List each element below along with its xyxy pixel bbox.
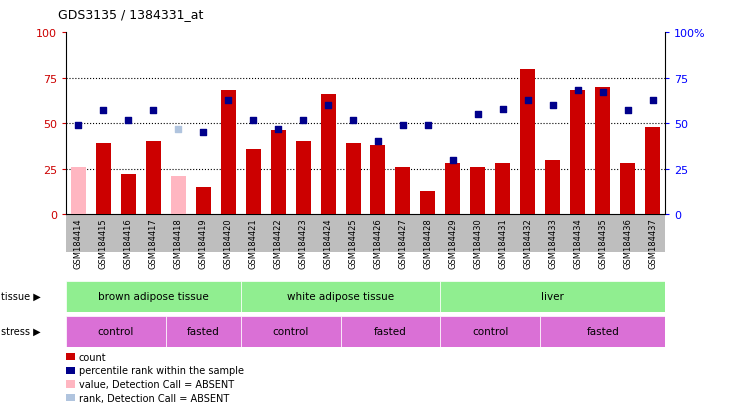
Point xyxy=(322,102,334,109)
Bar xyxy=(66,316,166,347)
Text: count: count xyxy=(79,352,107,362)
Bar xyxy=(246,150,260,215)
Bar xyxy=(471,168,485,215)
Point xyxy=(222,97,234,104)
Bar xyxy=(341,316,440,347)
Point xyxy=(547,102,558,109)
Text: value, Detection Call = ABSENT: value, Detection Call = ABSENT xyxy=(79,379,234,389)
Text: percentile rank within the sample: percentile rank within the sample xyxy=(79,366,244,375)
Bar xyxy=(66,281,240,312)
Bar xyxy=(240,316,341,347)
Point xyxy=(148,108,159,114)
Text: control: control xyxy=(472,326,509,337)
Bar xyxy=(595,88,610,215)
Text: fasted: fasted xyxy=(374,326,407,337)
Point xyxy=(422,122,433,129)
Text: fasted: fasted xyxy=(586,326,619,337)
Bar xyxy=(270,131,286,215)
Bar xyxy=(570,91,586,215)
Bar xyxy=(645,128,660,215)
Bar xyxy=(320,95,336,215)
Bar xyxy=(170,177,186,215)
Bar xyxy=(440,281,665,312)
Bar xyxy=(346,144,360,215)
Bar xyxy=(240,281,440,312)
Text: white adipose tissue: white adipose tissue xyxy=(287,291,394,301)
Text: tissue ▶: tissue ▶ xyxy=(1,291,40,301)
Bar xyxy=(145,142,161,215)
Point xyxy=(197,130,209,136)
Point xyxy=(97,108,109,114)
Text: liver: liver xyxy=(542,291,564,301)
Text: stress ▶: stress ▶ xyxy=(1,326,40,337)
Bar xyxy=(520,69,535,215)
Bar xyxy=(395,168,411,215)
Point xyxy=(247,117,259,123)
Point xyxy=(622,108,634,114)
Bar xyxy=(295,142,311,215)
Text: control: control xyxy=(273,326,308,337)
Point xyxy=(647,97,659,104)
Text: GDS3135 / 1384331_at: GDS3135 / 1384331_at xyxy=(58,8,204,21)
Point xyxy=(497,106,509,113)
Point xyxy=(597,90,609,96)
Bar xyxy=(71,168,86,215)
Bar xyxy=(96,144,111,215)
Bar xyxy=(420,191,436,215)
Bar xyxy=(545,160,561,215)
Point xyxy=(522,97,534,104)
Bar xyxy=(196,188,211,215)
Bar xyxy=(445,164,461,215)
Point xyxy=(173,126,184,133)
Point xyxy=(447,157,459,164)
Point xyxy=(572,88,583,95)
Text: rank, Detection Call = ABSENT: rank, Detection Call = ABSENT xyxy=(79,393,230,403)
Point xyxy=(347,117,359,123)
Bar xyxy=(121,175,136,215)
Bar xyxy=(496,164,510,215)
Point xyxy=(122,117,134,123)
Point xyxy=(72,122,84,129)
Text: control: control xyxy=(97,326,134,337)
Bar xyxy=(440,316,540,347)
Point xyxy=(272,126,284,133)
Bar xyxy=(221,91,235,215)
Text: fasted: fasted xyxy=(187,326,219,337)
Bar xyxy=(540,316,665,347)
Text: brown adipose tissue: brown adipose tissue xyxy=(98,291,208,301)
Bar xyxy=(166,316,240,347)
Point xyxy=(372,139,384,145)
Point xyxy=(472,112,484,118)
Point xyxy=(298,117,309,123)
Bar xyxy=(620,164,635,215)
Point xyxy=(397,122,409,129)
Bar xyxy=(371,146,385,215)
